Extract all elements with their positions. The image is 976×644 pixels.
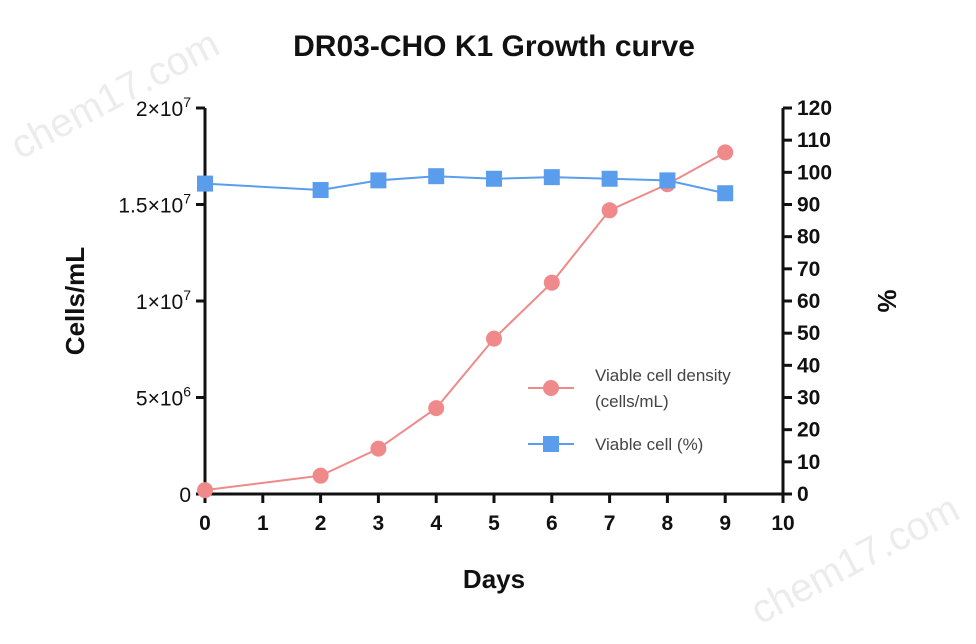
y-tick-label-right: 110 — [797, 129, 831, 152]
data-point-viable-density — [717, 144, 734, 161]
y-tick-label-right: 10 — [797, 451, 820, 474]
y-tick-label-right: 70 — [797, 258, 820, 281]
data-point-viable-density — [197, 482, 213, 499]
series-line-viable-percent — [204, 175, 726, 195]
watermark-text: chem17.com — [4, 22, 227, 168]
x-tick-label: 5 — [488, 512, 500, 535]
y-tick-label-right: 40 — [797, 354, 820, 377]
axes-layer: 0 1 2 3 4 5 6 7 8 9 1005×1061×1071.5×1072×10701020… — [118, 94, 832, 535]
legend-label: Viable cell (%) — [595, 435, 703, 454]
chart-title: DR03-CHO K1 Growth curve — [293, 30, 695, 63]
data-point-viable-percent — [543, 169, 560, 186]
x-tick-label: 10 — [771, 512, 794, 535]
y-tick-label-right: 60 — [797, 290, 820, 313]
y-tick-label-right: 30 — [797, 387, 820, 410]
x-axis-title: Days — [463, 564, 525, 594]
data-point-viable-percent — [370, 172, 387, 189]
y-tick-label-left: 0 — [179, 484, 191, 507]
data-point-viable-density — [486, 330, 502, 347]
x-tick-label: 3 — [373, 512, 385, 535]
x-tick-label: 1 — [257, 512, 269, 535]
legend-label: Viable cell density — [595, 366, 731, 385]
x-tick-label: 9 — [719, 512, 731, 535]
data-point-viable-percent — [197, 175, 213, 192]
data-point-viable-density — [312, 467, 329, 484]
data-point-viable-density — [601, 202, 618, 219]
legend-marker-circle — [543, 380, 559, 396]
data-point-viable-density — [543, 274, 560, 291]
y-tick-label-right: 20 — [797, 419, 820, 442]
watermark-text: chem17.com — [744, 487, 967, 633]
data-point-viable-percent — [312, 182, 329, 199]
y-tick-label-left: 1.5×107 — [118, 191, 191, 218]
data-point-viable-percent — [717, 185, 734, 202]
y-tick-label-right: 50 — [797, 322, 820, 345]
legend-marker-square — [543, 436, 559, 452]
x-tick-label: 4 — [430, 512, 442, 535]
data-point-viable-percent — [428, 168, 445, 185]
y-axis-title-right: % — [872, 289, 902, 312]
series-layer — [197, 144, 734, 499]
data-point-viable-percent — [659, 172, 676, 189]
data-point-viable-percent — [601, 170, 618, 187]
legend-label: (cells/mL) — [595, 392, 669, 411]
x-tick-label: 0 — [199, 512, 211, 535]
y-tick-label-right: 80 — [797, 226, 820, 249]
legend: Viable cell density (cells/mL) Viable cell… — [528, 366, 731, 454]
x-tick-label: 2 — [315, 512, 327, 535]
x-tick-label: 7 — [604, 512, 616, 535]
y-tick-label-left: 1×107 — [136, 287, 191, 314]
y-tick-label-right: 90 — [797, 194, 820, 217]
data-point-viable-density — [428, 400, 445, 417]
x-tick-label: 8 — [662, 512, 674, 535]
y-tick-label-right: 0 — [797, 483, 809, 506]
y-axis-title-left: Cells/mL — [60, 247, 90, 355]
data-point-viable-density — [370, 440, 387, 457]
data-point-viable-percent — [486, 170, 502, 187]
y-tick-label-right: 120 — [797, 97, 832, 120]
y-tick-label-left: 5×106 — [136, 384, 191, 411]
y-tick-label-right: 100 — [797, 161, 832, 184]
x-tick-label: 6 — [546, 512, 558, 535]
y-tick-label-left: 2×107 — [136, 94, 191, 121]
